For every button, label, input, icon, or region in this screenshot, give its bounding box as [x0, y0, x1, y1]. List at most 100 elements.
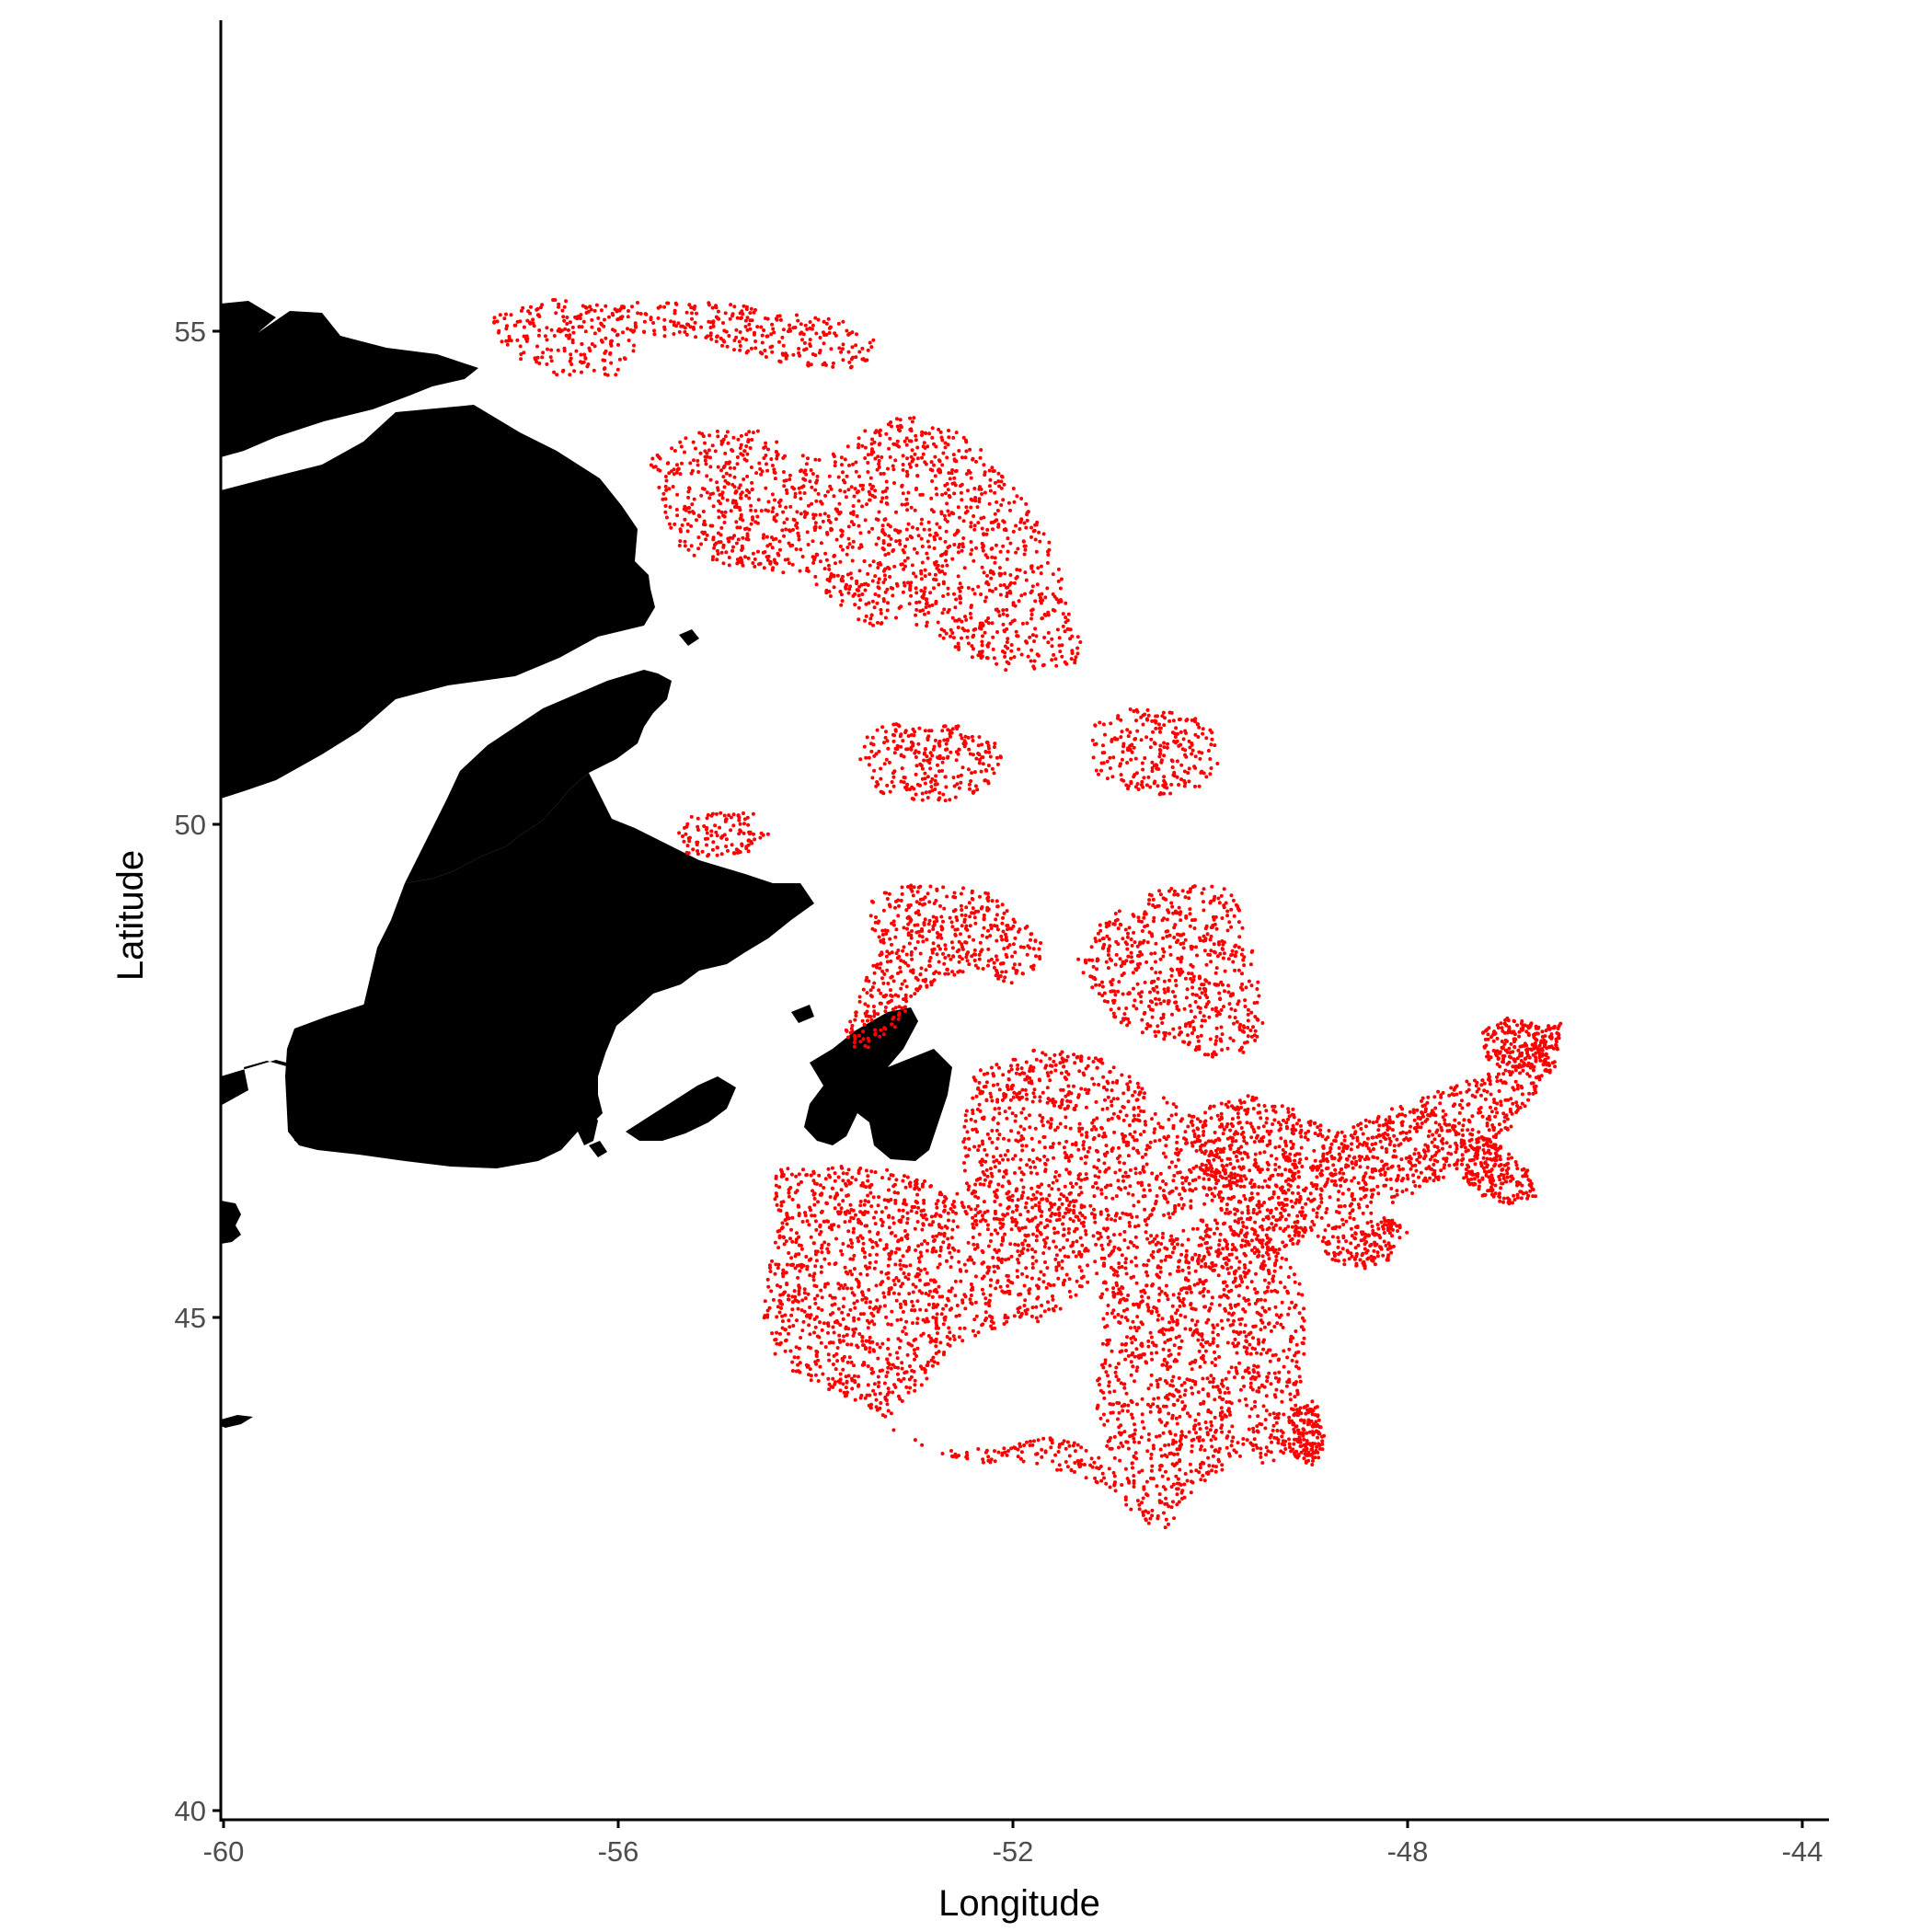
survey-point [580, 325, 584, 329]
survey-point [692, 553, 696, 558]
survey-point [908, 416, 913, 420]
survey-point [855, 490, 859, 495]
survey-point [1219, 980, 1224, 984]
survey-point [1001, 1175, 1006, 1179]
survey-point [545, 338, 549, 342]
survey-point [1121, 1091, 1126, 1096]
survey-point [914, 607, 919, 612]
survey-point [615, 317, 620, 322]
survey-point [1173, 1000, 1178, 1005]
survey-point [833, 331, 837, 336]
survey-point [993, 742, 997, 746]
survey-point [932, 463, 936, 467]
survey-point [821, 519, 825, 523]
survey-point [1184, 1141, 1188, 1145]
survey-point [891, 784, 896, 788]
survey-point [1024, 1312, 1029, 1316]
survey-point [854, 355, 858, 360]
survey-point [848, 1019, 853, 1024]
survey-point [1056, 579, 1061, 583]
survey-point [1061, 1087, 1065, 1092]
survey-point [931, 941, 936, 946]
survey-point [1125, 935, 1130, 939]
survey-point [1021, 945, 1026, 949]
survey-point [930, 753, 935, 758]
survey-point [709, 829, 714, 834]
survey-point [860, 592, 865, 596]
survey-point [684, 824, 689, 829]
survey-point [1176, 1157, 1180, 1162]
survey-point [990, 1174, 995, 1179]
survey-point [906, 1390, 911, 1395]
survey-point [1109, 1183, 1113, 1188]
survey-point [1144, 735, 1149, 740]
survey-point [1215, 762, 1220, 765]
survey-point [843, 489, 847, 494]
survey-point [1206, 1139, 1211, 1144]
survey-point [689, 305, 694, 310]
survey-point [891, 1007, 895, 1012]
survey-point [974, 1223, 979, 1226]
survey-point [937, 467, 941, 472]
survey-point [783, 1313, 788, 1317]
survey-point [893, 1198, 898, 1202]
survey-point [1175, 940, 1179, 945]
survey-point [1208, 772, 1213, 776]
survey-point [977, 1144, 982, 1148]
survey-point [959, 484, 962, 489]
survey-point [879, 961, 883, 966]
survey-point [1123, 927, 1128, 932]
survey-point [1046, 610, 1051, 615]
survey-point [1064, 1460, 1068, 1464]
survey-point [829, 347, 834, 351]
survey-point [1140, 990, 1144, 995]
survey-point [766, 447, 770, 452]
survey-point [1127, 1221, 1132, 1225]
survey-point [847, 360, 852, 364]
survey-point [952, 533, 957, 537]
survey-point [715, 548, 719, 553]
survey-point [1121, 1174, 1125, 1179]
survey-point [891, 464, 895, 468]
survey-point [1016, 546, 1020, 551]
survey-point [903, 544, 907, 548]
survey-point [826, 514, 831, 519]
survey-point [1071, 1240, 1075, 1245]
survey-point [920, 492, 925, 497]
survey-point [927, 545, 932, 549]
survey-point [992, 1159, 996, 1164]
survey-point [952, 592, 956, 596]
survey-point [1091, 755, 1096, 760]
survey-point [778, 499, 783, 502]
survey-point [1112, 1130, 1117, 1134]
survey-point [916, 534, 921, 538]
survey-point [889, 536, 893, 541]
survey-point [1100, 994, 1105, 998]
survey-point [686, 851, 691, 856]
survey-point [946, 509, 950, 513]
survey-point [729, 509, 733, 513]
survey-point [590, 317, 594, 322]
survey-point [893, 728, 898, 732]
survey-point [857, 995, 862, 999]
survey-point [1039, 1221, 1043, 1225]
survey-point [770, 350, 775, 354]
survey-point [1062, 1064, 1066, 1069]
survey-point [1125, 748, 1130, 753]
survey-point [995, 1128, 999, 1133]
survey-point [1179, 742, 1183, 747]
survey-point [933, 572, 937, 577]
survey-point [1170, 1012, 1174, 1017]
survey-point [1049, 1121, 1053, 1126]
survey-point [719, 550, 724, 555]
survey-point [1158, 892, 1163, 897]
survey-point [741, 535, 745, 540]
survey-point [1135, 982, 1140, 986]
survey-point [1013, 1242, 1018, 1247]
survey-point [710, 558, 715, 562]
survey-point [1019, 1312, 1024, 1316]
survey-point [1147, 1145, 1152, 1150]
survey-point [980, 1163, 984, 1167]
survey-point [984, 1080, 989, 1085]
survey-point [915, 456, 920, 461]
